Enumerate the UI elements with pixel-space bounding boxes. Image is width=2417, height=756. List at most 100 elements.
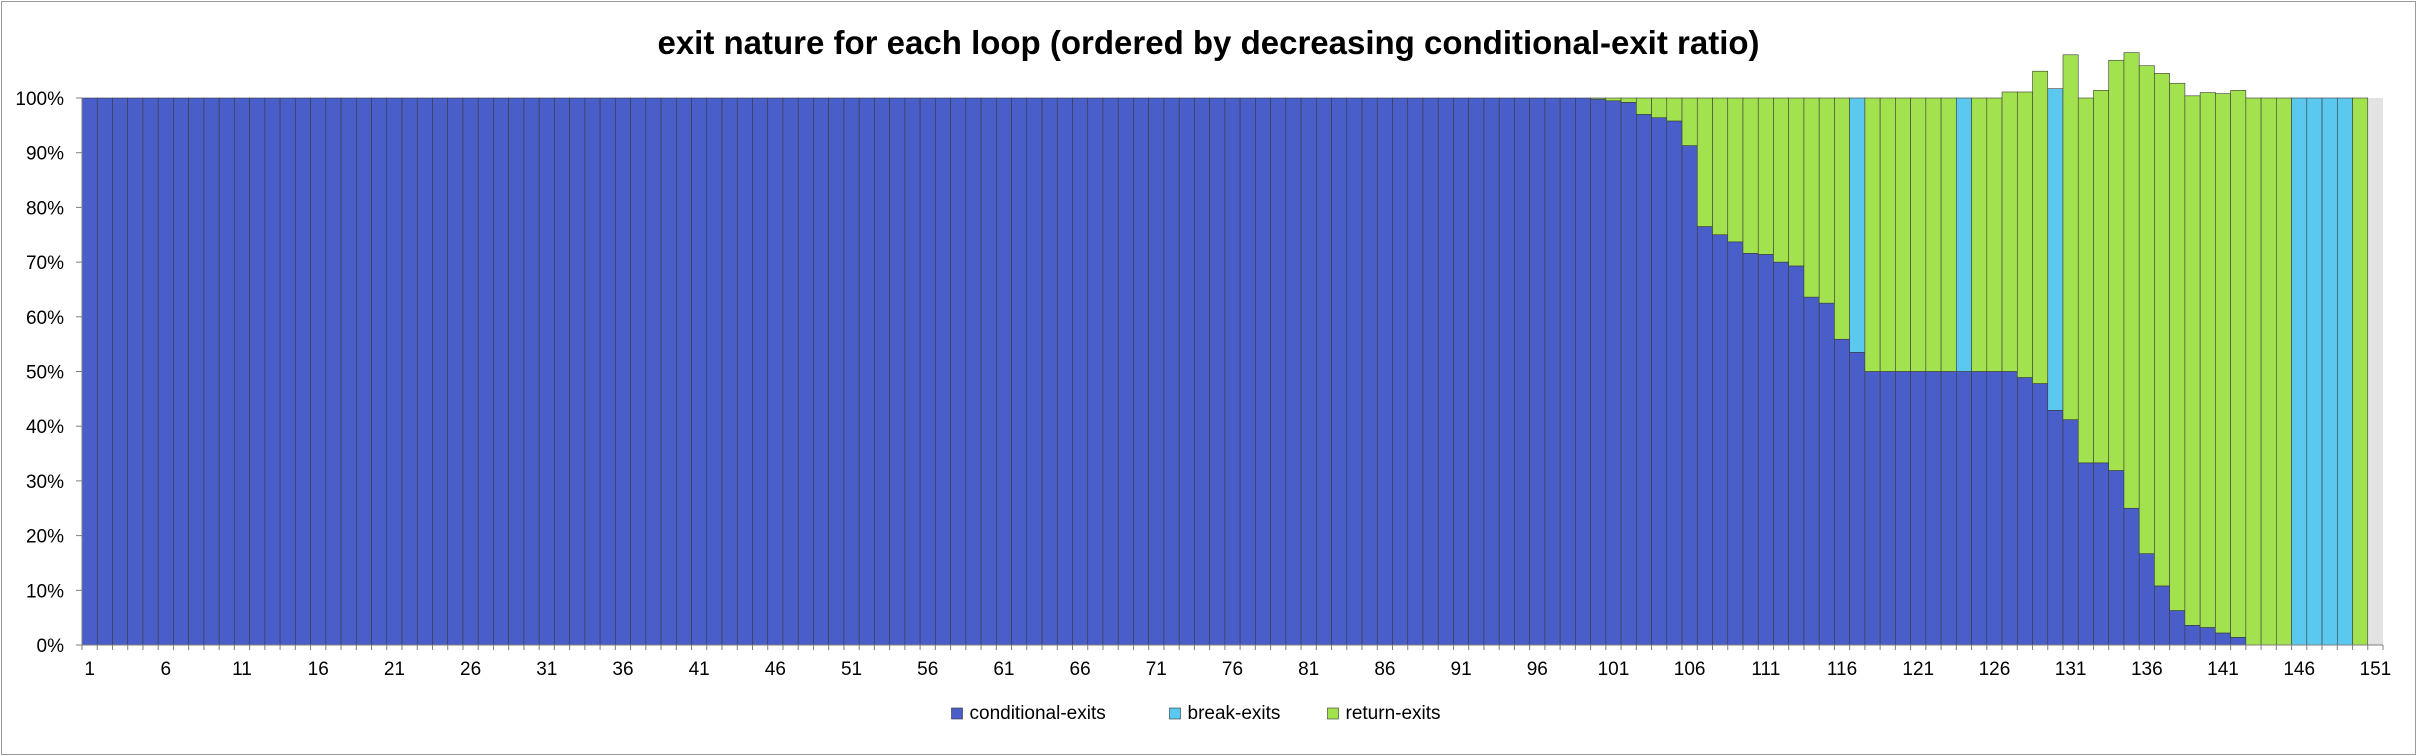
bar-segment-conditional-exits xyxy=(584,97,601,646)
bar-segment-conditional-exits xyxy=(157,97,174,646)
bar-segment-conditional-exits xyxy=(127,97,144,646)
plot-right-shade xyxy=(2367,98,2383,645)
bar-segment-conditional-exits xyxy=(919,97,936,646)
bar-segment-conditional-exits xyxy=(218,97,235,646)
bar-segment-conditional-exits xyxy=(2154,585,2170,646)
x-tick-label: 76 xyxy=(1222,659,1243,680)
x-tick-label: 151 xyxy=(2360,659,2392,680)
legend: conditional-exits break-exits return-exits xyxy=(951,703,1441,724)
bar-segment-conditional-exits xyxy=(1544,97,1561,646)
bars-group xyxy=(81,52,2369,646)
bar-segment-conditional-exits xyxy=(1712,234,1729,646)
bar-segment-conditional-exits xyxy=(538,97,555,646)
bar-segment-conditional-exits xyxy=(401,97,418,646)
bar-segment-conditional-exits xyxy=(2108,470,2125,646)
bar-segment-conditional-exits xyxy=(371,97,388,646)
bar-segment-return-exits xyxy=(2001,91,2018,372)
bar-segment-return-exits xyxy=(1971,97,1988,372)
bar-segment-return-exits xyxy=(2138,65,2155,554)
bar-segment-conditional-exits xyxy=(1834,338,1850,646)
y-tick-label: 100% xyxy=(15,89,64,110)
bar-segment-conditional-exits xyxy=(2199,627,2216,646)
bar-segment-conditional-exits xyxy=(1133,97,1149,646)
legend-label-return-exits: return-exits xyxy=(1346,703,1441,724)
x-tick-label: 36 xyxy=(612,659,633,680)
legend-swatch-break-exits xyxy=(1169,707,1181,720)
bar-segment-conditional-exits xyxy=(523,97,540,646)
bar-segment-conditional-exits xyxy=(1788,265,1805,646)
bar-segment-conditional-exits xyxy=(980,97,997,646)
bar-segment-conditional-exits xyxy=(249,97,266,646)
bar-segment-return-exits xyxy=(1834,97,1850,340)
bar-segment-conditional-exits xyxy=(1331,97,1348,646)
bar-segment-break-exits xyxy=(2321,97,2338,646)
y-tick-label: 90% xyxy=(26,144,64,165)
x-tick-label: 1 xyxy=(84,659,95,680)
bar-segment-conditional-exits xyxy=(1361,97,1378,646)
bar-segment-conditional-exits xyxy=(295,97,311,646)
bar-segment-conditional-exits xyxy=(1925,371,1942,646)
bar-segment-conditional-exits xyxy=(2123,507,2140,646)
bar-segment-return-exits xyxy=(1757,97,1774,255)
x-tick-label: 61 xyxy=(993,659,1014,680)
bar-segment-conditional-exits xyxy=(203,97,220,646)
x-tick-label: 51 xyxy=(841,659,862,680)
bar-segment-conditional-exits xyxy=(874,97,890,646)
bar-segment-conditional-exits xyxy=(1087,97,1104,646)
x-tick-label: 136 xyxy=(2131,659,2163,680)
bar-segment-conditional-exits xyxy=(1742,253,1759,646)
bar-segment-return-exits xyxy=(1986,97,2003,372)
bar-segment-return-exits xyxy=(2108,59,2125,471)
bar-segment-conditional-exits xyxy=(935,97,951,646)
bar-segment-conditional-exits xyxy=(1605,100,1622,646)
y-tick-label: 80% xyxy=(26,198,64,219)
bar-segment-conditional-exits xyxy=(767,97,784,646)
bar-segment-conditional-exits xyxy=(1666,120,1683,646)
bar-segment-conditional-exits xyxy=(1239,97,1256,646)
bar-segment-return-exits xyxy=(1727,97,1744,243)
x-tick-label: 31 xyxy=(536,659,557,680)
bar-segment-conditional-exits xyxy=(2215,632,2231,646)
bar-segment-return-exits xyxy=(2123,52,2140,509)
bar-segment-return-exits xyxy=(2169,82,2186,611)
bar-segment-return-exits xyxy=(1666,97,1683,122)
bar-segment-return-exits xyxy=(2199,92,2216,628)
bar-segment-return-exits xyxy=(2154,73,2170,587)
bar-segment-return-exits xyxy=(2260,97,2277,646)
y-tick-label: 10% xyxy=(26,581,64,602)
bar-segment-conditional-exits xyxy=(675,97,692,646)
bar-segment-conditional-exits xyxy=(782,97,799,646)
y-tick-label: 50% xyxy=(26,363,64,384)
x-tick-label: 26 xyxy=(460,659,481,680)
bar-segment-return-exits xyxy=(1895,97,1911,372)
bar-segment-conditional-exits xyxy=(904,97,921,646)
x-tick-label: 21 xyxy=(384,659,405,680)
bar-segment-conditional-exits xyxy=(1056,97,1073,646)
bar-segment-conditional-exits xyxy=(1422,97,1439,646)
bar-segment-return-exits xyxy=(1864,97,1881,372)
bar-segment-return-exits xyxy=(1605,97,1622,102)
bar-segment-conditional-exits xyxy=(1072,97,1089,646)
bar-segment-conditional-exits xyxy=(2047,410,2064,646)
bar-segment-conditional-exits xyxy=(599,97,616,646)
bar-segment-conditional-exits xyxy=(1468,97,1485,646)
bar-segment-conditional-exits xyxy=(752,97,769,646)
x-tick-label: 111 xyxy=(1751,659,1780,680)
bar-segment-conditional-exits xyxy=(1879,371,1896,646)
bar-segment-conditional-exits xyxy=(2062,419,2079,646)
bar-segment-conditional-exits xyxy=(1575,97,1591,646)
bar-segment-conditional-exits xyxy=(2077,462,2094,646)
bar-segment-conditional-exits xyxy=(1270,97,1287,646)
bar-segment-conditional-exits xyxy=(1620,102,1637,646)
bar-segment-return-exits xyxy=(2093,90,2110,464)
bar-segment-conditional-exits xyxy=(1696,226,1713,646)
bar-segment-conditional-exits xyxy=(1194,97,1210,646)
x-tick-label: 11 xyxy=(232,659,252,680)
bar-segment-conditional-exits xyxy=(432,97,449,646)
bar-segment-conditional-exits xyxy=(447,97,464,646)
bar-segment-return-exits xyxy=(2215,93,2231,634)
bar-segment-conditional-exits xyxy=(554,97,570,646)
bar-segment-conditional-exits xyxy=(1590,98,1607,646)
x-tick-label: 101 xyxy=(1598,659,1630,680)
